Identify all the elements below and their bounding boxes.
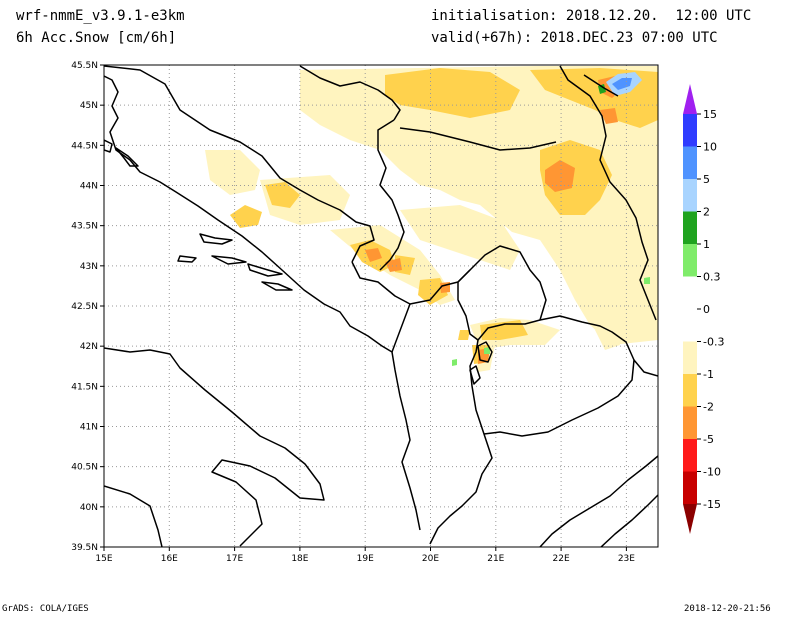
legend-label: 1 xyxy=(703,238,710,251)
legend-label: 15 xyxy=(703,108,717,121)
lon-label: 21E xyxy=(487,554,504,564)
lon-label: 22E xyxy=(553,554,570,564)
legend-label: 5 xyxy=(703,173,710,186)
legend-swatch xyxy=(683,504,697,534)
legend-swatch xyxy=(683,309,697,342)
lat-label: 45N xyxy=(80,101,98,111)
legend-swatch xyxy=(683,276,697,309)
lon-label: 23E xyxy=(618,554,635,564)
legend-swatch xyxy=(683,211,697,244)
model-title: wrf-nmmE_v3.9.1-e3km xyxy=(16,8,185,24)
init-time: initialisation: 2018.12.20. 12:00 UTC xyxy=(431,8,752,24)
lat-label: 41.5N xyxy=(71,382,98,392)
lon-label: 18E xyxy=(291,554,308,564)
lon-label: 20E xyxy=(422,554,439,564)
valid-time: valid(+67h): 2018.DEC.23 07:00 UTC xyxy=(431,30,718,46)
longitude-labels: 15E 16E 17E 18E 19E 20E 21E 22E 23E xyxy=(95,547,635,564)
snow-shading xyxy=(205,66,658,372)
lat-label: 43N xyxy=(80,262,98,272)
grads-credit: GrADS: COLA/IGES xyxy=(2,604,89,614)
legend-label: 0.3 xyxy=(703,271,721,284)
lat-label: 39.5N xyxy=(71,543,98,553)
legend-label: -0.3 xyxy=(703,336,724,349)
colour-legend: 15 10 5 2 1 0.3 0 -0.3 -1 -2 -5 -10 -15 xyxy=(683,84,724,534)
latitude-labels: 45.5N 45N 44.5N 44N 43.5N 43N 42.5N 42N 41.5N 41N… xyxy=(71,61,104,553)
legend-swatch xyxy=(683,84,697,114)
field-title: 6h Acc.Snow [cm/6h] xyxy=(16,30,177,46)
legend-label: 0 xyxy=(703,303,710,316)
lat-label: 42N xyxy=(80,342,98,352)
lon-label: 17E xyxy=(226,554,243,564)
legend-swatch xyxy=(683,439,697,472)
lon-label: 16E xyxy=(161,554,178,564)
legend-label: -15 xyxy=(703,498,721,511)
lon-label: 19E xyxy=(357,554,374,564)
legend-swatch xyxy=(683,114,697,147)
legend-label: -10 xyxy=(703,466,721,479)
lat-label: 42.5N xyxy=(71,302,98,312)
lat-label: 45.5N xyxy=(71,61,98,71)
lat-label: 40.5N xyxy=(71,463,98,473)
legend-swatch xyxy=(683,244,697,277)
legend-swatch xyxy=(683,341,697,374)
lat-label: 44N xyxy=(80,182,98,192)
legend-label: -2 xyxy=(703,401,714,414)
legend-label: 10 xyxy=(703,141,717,154)
lat-label: 40N xyxy=(80,503,98,513)
legend-swatch xyxy=(683,471,697,504)
legend-swatch xyxy=(683,374,697,407)
legend-label: 2 xyxy=(703,206,710,219)
lat-label: 41N xyxy=(80,423,98,433)
lat-label: 43.5N xyxy=(71,222,98,232)
lat-label: 44.5N xyxy=(71,141,98,151)
coastline-borders xyxy=(104,65,658,547)
legend-swatch xyxy=(683,179,697,212)
lon-label: 15E xyxy=(95,554,112,564)
legend-label: -1 xyxy=(703,368,714,381)
legend-swatch xyxy=(683,146,697,179)
legend-swatch xyxy=(683,406,697,439)
legend-label: -5 xyxy=(703,433,714,446)
render-timestamp: 2018-12-20-21:56 xyxy=(684,604,771,614)
